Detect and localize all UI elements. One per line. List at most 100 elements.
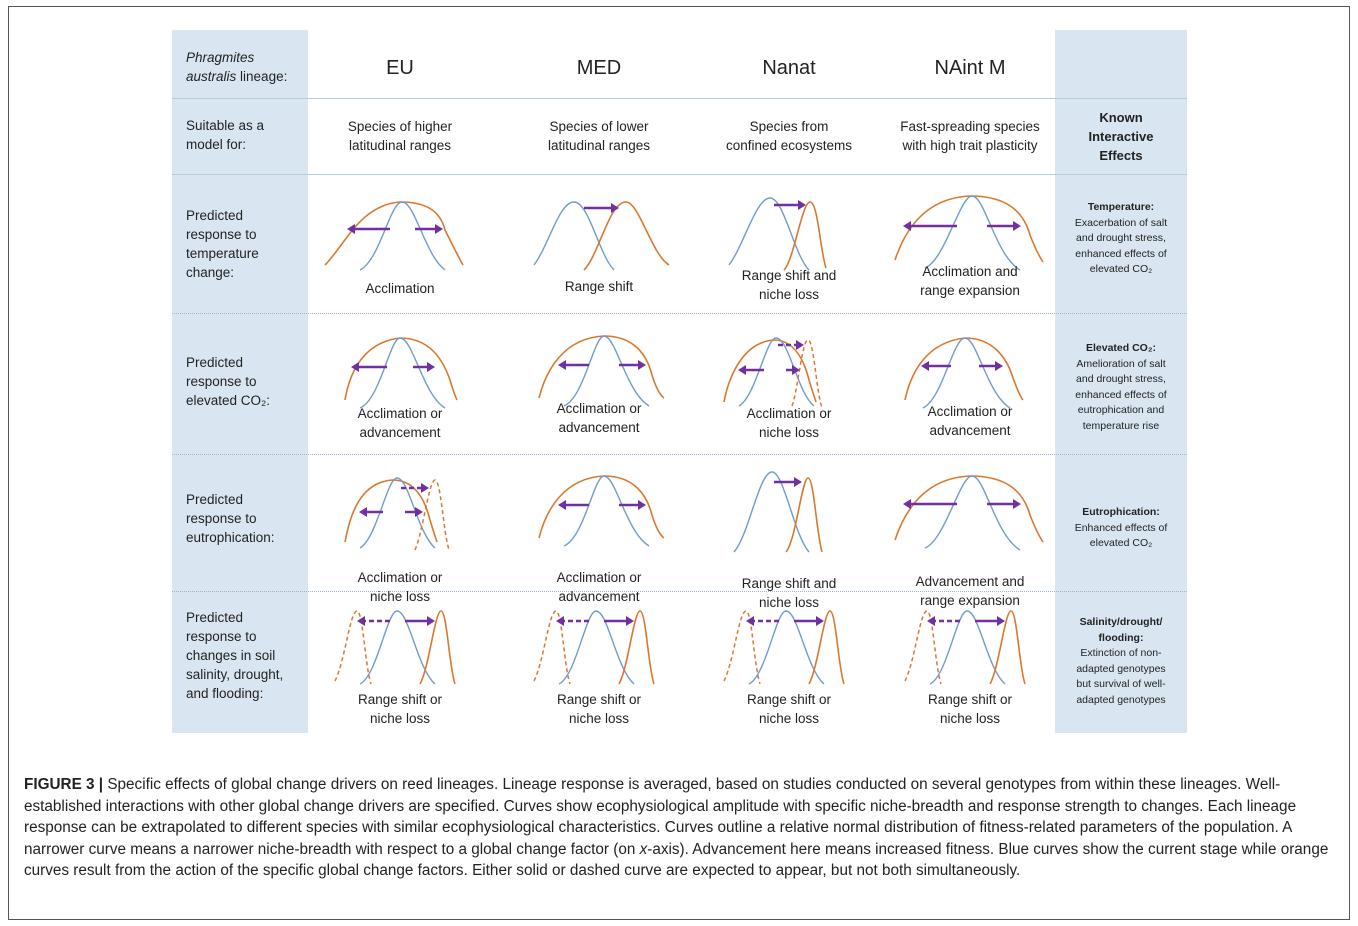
- caption-line: range expansion: [920, 593, 1020, 608]
- caption-line: Acclimation: [365, 281, 435, 296]
- caption-line: Range shift or: [357, 692, 443, 707]
- row-label-co2: Predicted response to elevated CO₂:: [186, 353, 270, 410]
- row-label-line: response to: [186, 374, 257, 389]
- effect-line: but survival of well-: [1076, 678, 1166, 690]
- known-line: Known: [1099, 110, 1143, 125]
- eutro-nanat-cell: Range shift and niche loss: [694, 470, 884, 610]
- model-label-line: model for:: [186, 137, 247, 152]
- row-label-eutrophication: Predicted response to eutrophication:: [186, 490, 275, 547]
- caption-line: niche loss: [568, 711, 630, 726]
- row-label-line: Predicted: [186, 355, 244, 370]
- caption-line: niche loss: [369, 589, 431, 604]
- caption-line: Acclimation or: [357, 406, 443, 421]
- divider: [172, 98, 1187, 99]
- caption-text-2: -axis). Advancement here means increased…: [24, 840, 1329, 880]
- effect-title: Eutrophication:: [1082, 506, 1160, 518]
- model-row-label: Suitable as a model for:: [186, 116, 264, 154]
- effect-temperature: Temperature: Exacerbation of salt and dr…: [1055, 200, 1187, 278]
- co2-med-curves: [538, 335, 665, 407]
- caption-line: range expansion: [920, 283, 1020, 298]
- effects-column: [1055, 30, 1187, 733]
- model-cell: Species of higher latitudinal ranges: [305, 117, 495, 155]
- co2-nanat-cell: Acclimation or niche loss: [694, 330, 884, 450]
- column-header-med: MED: [576, 57, 622, 79]
- effect-line: enhanced effects of: [1075, 388, 1167, 401]
- caption-line: Acclimation or: [556, 401, 642, 416]
- effect-title: Elevated CO₂:: [1085, 342, 1157, 354]
- salinity-naintm-cell: Range shift or niche loss: [875, 606, 1065, 726]
- model-text: confined ecosystems: [725, 138, 853, 153]
- model-text: latitudinal ranges: [348, 138, 452, 153]
- salinity-med-cell: Range shift or niche loss: [504, 606, 694, 726]
- co2-naintm-cell: Acclimation or advancement: [875, 330, 1065, 450]
- row-label-line: salinity, drought,: [186, 667, 284, 682]
- caption-line: Acclimation or: [927, 404, 1013, 419]
- caption-line: Range shift or: [746, 692, 832, 707]
- caption-text: Range shift and niche loss: [694, 266, 884, 304]
- caption-line: niche loss: [758, 711, 820, 726]
- caption-text: Range shift: [504, 277, 694, 296]
- effect-line: eutrophication and: [1077, 404, 1165, 416]
- effect-line: Extinction of non-: [1080, 647, 1162, 659]
- caption-text: Acclimation or niche loss: [305, 568, 495, 606]
- caption-line: Range shift: [564, 279, 634, 294]
- model-text: Species from: [749, 119, 829, 134]
- caption-line: Acclimation or: [357, 570, 443, 585]
- figure-frame: [8, 6, 1350, 920]
- row-label-line: change:: [186, 265, 235, 280]
- temp-nanat-cell: Range shift and niche loss: [694, 190, 884, 310]
- effect-line: adapted genotypes: [1076, 693, 1166, 706]
- effect-title: flooding:: [1098, 631, 1144, 644]
- eutro-eu-curves: [344, 477, 450, 551]
- caption-line: advancement: [929, 423, 1011, 438]
- figure-panel: Phragmites australis lineage: EU MED Nan…: [172, 30, 1187, 733]
- temp-eu-curves: [324, 201, 464, 271]
- caption-text: Acclimation or advancement: [875, 402, 1065, 440]
- eutro-eu-cell: Acclimation or niche loss: [305, 470, 495, 604]
- effect-title: Salinity/drought/: [1079, 616, 1163, 628]
- effect-line: temperature rise: [1082, 419, 1160, 432]
- caption-text: Acclimation or niche loss: [694, 404, 884, 442]
- caption-line: Range shift and: [741, 576, 837, 591]
- caption-text: Acclimation or advancement: [504, 568, 694, 606]
- effect-line: Exacerbation of salt: [1074, 216, 1168, 229]
- co2-med-cell: Acclimation or advancement: [504, 330, 694, 450]
- caption-text: Acclimation or advancement: [305, 404, 495, 442]
- lineage-species: australis: [186, 69, 237, 84]
- caption-line: Range shift and: [741, 268, 837, 283]
- column-header-nanat: Nanat: [762, 57, 816, 79]
- divider: [172, 313, 1187, 314]
- effect-line: and drought stress,: [1076, 232, 1166, 244]
- caption-text: Acclimation: [305, 279, 495, 298]
- salinity-med-curves: [533, 610, 655, 685]
- row-label-salinity: Predicted response to changes in soil sa…: [186, 608, 283, 703]
- lineage-label: Phragmites australis lineage:: [186, 48, 287, 86]
- figure-label: FIGURE 3 |: [24, 776, 104, 793]
- row-label-line: response to: [186, 511, 257, 526]
- effect-title: Temperature:: [1087, 201, 1155, 213]
- model-text: Fast-spreading species: [900, 119, 1040, 134]
- caption-line: niche loss: [758, 595, 820, 610]
- model-cell: Species from confined ecosystems: [694, 117, 884, 155]
- eutro-naintm-cell: Advancement and range expansion: [875, 470, 1065, 608]
- caption-text-1: Specific effects of global change driver…: [24, 776, 1297, 858]
- caption-text: Range shift and niche loss: [694, 574, 884, 612]
- row-label-line: Predicted: [186, 208, 244, 223]
- row-label-line: changes in soil: [186, 648, 276, 663]
- known-effects-header: Known Interactive Effects: [1055, 108, 1187, 165]
- row-label-temperature: Predicted response to temperature change…: [186, 206, 259, 282]
- eutro-naintm-curves: [894, 475, 1044, 551]
- model-label-line: Suitable as a: [186, 118, 265, 133]
- row-label-line: Predicted: [186, 610, 244, 625]
- caption-line: Acclimation and: [922, 264, 1018, 279]
- effect-line: elevated CO₂: [1089, 263, 1153, 275]
- co2-eu-curves: [344, 337, 458, 409]
- divider: [172, 174, 1187, 175]
- caption-text: Advancement and range expansion: [875, 572, 1065, 610]
- co2-naintm-curves: [904, 337, 1024, 409]
- row-label-line: eutrophication:: [186, 530, 275, 545]
- salinity-nanat-cell: Range shift or niche loss: [694, 606, 884, 726]
- co2-eu-cell: Acclimation or advancement: [305, 330, 495, 450]
- caption-line: Advancement and: [915, 574, 1025, 589]
- temp-naintm-curves: [894, 195, 1044, 271]
